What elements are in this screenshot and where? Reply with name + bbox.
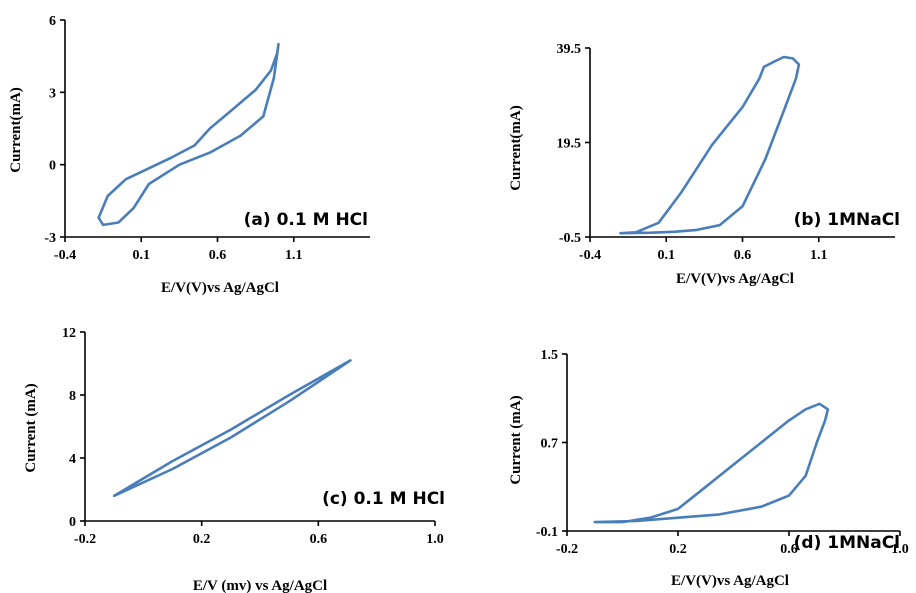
- panel-c: 0 4 8 12 -0.2 0.2 0.6 1.0 E/V (mv) vs Ag/AgCl Cur…: [23, 326, 445, 593]
- x-tick-label: 1.1: [285, 248, 303, 263]
- y-axis-title: Current(mA): [8, 87, 24, 173]
- panel-label: (d) 1MNaCl: [794, 533, 900, 553]
- x-tick-label: 0.6: [209, 248, 227, 263]
- x-tick-label: 0.6: [310, 532, 328, 547]
- y-tick-label: 6: [49, 14, 56, 29]
- x-tick-label: 1.0: [426, 532, 444, 547]
- y-tick-label: 0.7: [541, 437, 559, 452]
- y-tick-label: 39.5: [557, 42, 582, 57]
- x-tick-label: 0.2: [669, 542, 687, 557]
- y-tick-label: 4: [69, 452, 76, 467]
- voltammogram-curve: [619, 55, 801, 235]
- panel-label: (c) 0.1 M HCl: [322, 489, 445, 509]
- y-tick-label: 12: [62, 326, 76, 341]
- x-tick-label: -0.2: [74, 532, 96, 547]
- y-tick-label: -0.1: [536, 525, 558, 540]
- voltammogram-curve: [112, 359, 352, 498]
- x-axis-title: E/V(V)vs Ag/AgCl: [671, 573, 789, 589]
- x-tick-label: 0.6: [734, 248, 752, 263]
- y-axis-title: Current (mA): [23, 383, 39, 472]
- x-tick-label: 0.6: [780, 542, 798, 557]
- y-tick-label: 0: [69, 515, 76, 530]
- voltammogram-curve: [97, 42, 280, 227]
- y-tick-label: 0: [49, 159, 56, 174]
- y-tick-label: 19.5: [557, 137, 582, 152]
- x-axis-title: E/V (mv) vs Ag/AgCl: [193, 578, 327, 593]
- x-tick-label: -0.4: [579, 248, 601, 263]
- panel-b: -0.5 19.5 39.5 -0.4 0.1 0.6 1.1 E/V(V)vs Ag/AgC…: [508, 42, 900, 287]
- y-axis-title: Current (mA): [508, 395, 524, 484]
- x-tick-label: 0.2: [193, 532, 211, 547]
- x-tick-label: 0.1: [658, 248, 676, 263]
- x-axis-title: E/V(V)vs Ag/AgCl: [161, 280, 279, 296]
- panel-label: (a) 0.1 M HCl: [244, 210, 368, 230]
- x-tick-label: -0.2: [556, 542, 578, 557]
- y-axis-title: Current(mA): [508, 105, 524, 191]
- panel-label: (b) 1MNaCl: [794, 210, 900, 230]
- panel-d: -0.1 0.7 1.5 -0.2 0.2 0.6 1.0 E/V(V)vs Ag/AgCl C…: [508, 348, 909, 589]
- y-tick-label: 3: [49, 86, 56, 101]
- y-tick-label: 1.5: [541, 348, 559, 363]
- y-tick-label: -0.5: [559, 231, 581, 246]
- x-tick-label: 1.0: [891, 542, 909, 557]
- x-tick-label: -0.4: [54, 248, 76, 263]
- y-tick-label: 8: [69, 389, 76, 404]
- y-tick-label: -3: [44, 231, 56, 246]
- voltammogram-curve: [593, 402, 830, 524]
- x-tick-label: 0.1: [133, 248, 151, 263]
- x-axis-title: E/V(V)vs Ag/AgCl: [676, 271, 794, 287]
- x-tick-label: 1.1: [810, 248, 828, 263]
- panel-a: -3 0 3 6 -0.4 0.1 0.6 1.1 E/V(V)vs Ag/AgCl Curren…: [8, 14, 370, 296]
